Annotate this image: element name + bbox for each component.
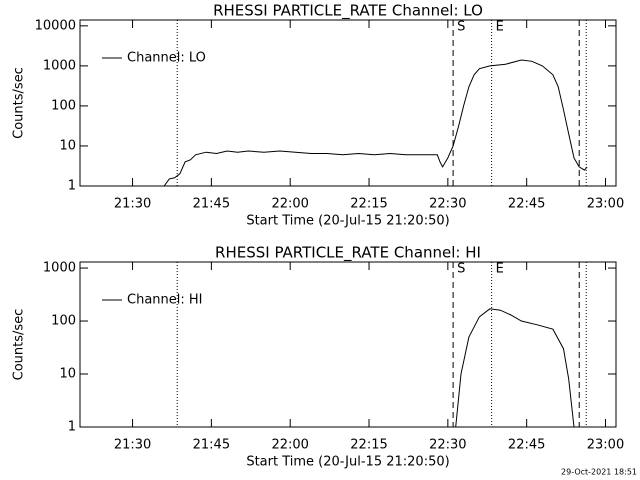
y-tick-label: 1000 bbox=[43, 58, 76, 73]
x-tick-label: 23:00 bbox=[587, 197, 624, 212]
x-tick-label: 22:15 bbox=[350, 438, 387, 453]
y-axis-label: Counts/sec bbox=[12, 309, 27, 381]
chart-title: RHESSI PARTICLE_RATE Channel: LO bbox=[213, 2, 483, 21]
y-tick-label: 1000 bbox=[43, 261, 76, 276]
x-tick-label: 21:45 bbox=[193, 197, 230, 212]
x-axis-label: Start Time (20-Jul-15 21:20:50) bbox=[246, 455, 449, 470]
x-tick-label: 22:15 bbox=[350, 197, 387, 212]
data-line bbox=[455, 308, 575, 427]
y-axis-label: Counts/sec bbox=[12, 67, 27, 139]
x-tick-label: 22:45 bbox=[508, 438, 545, 453]
x-tick-label: 22:00 bbox=[271, 438, 308, 453]
y-tick-label: 100 bbox=[51, 98, 76, 113]
marker-label: E bbox=[496, 262, 504, 277]
y-tick-label: 1 bbox=[68, 179, 76, 194]
plot-frame bbox=[79, 19, 617, 187]
marker-label: S bbox=[457, 20, 465, 35]
plot-frame bbox=[79, 261, 617, 428]
x-axis-label: Start Time (20-Jul-15 21:20:50) bbox=[246, 214, 449, 229]
marker-label: S bbox=[457, 262, 465, 277]
data-line bbox=[85, 59, 588, 186]
x-tick-label: 21:30 bbox=[114, 197, 151, 212]
x-tick-label: 23:00 bbox=[587, 438, 624, 453]
y-tick-label: 10 bbox=[59, 138, 76, 153]
x-tick-label: 21:30 bbox=[114, 438, 151, 453]
x-tick-label: 22:00 bbox=[271, 197, 308, 212]
legend-label: Channel: LO bbox=[127, 51, 206, 66]
x-tick-label: 22:30 bbox=[429, 197, 466, 212]
y-tick-label: 1 bbox=[68, 420, 76, 435]
x-tick-label: 21:45 bbox=[193, 438, 230, 453]
y-tick-label: 100 bbox=[51, 314, 76, 329]
chart-title: RHESSI PARTICLE_RATE Channel: HI bbox=[215, 244, 481, 263]
marker-label: E bbox=[496, 20, 504, 35]
y-tick-label: 10 bbox=[59, 367, 76, 382]
footer: 29-Oct-2021 18:51 bbox=[561, 468, 637, 477]
legend-label: Channel: HI bbox=[127, 293, 203, 308]
x-tick-label: 22:30 bbox=[429, 438, 466, 453]
x-tick-label: 22:45 bbox=[508, 197, 545, 212]
y-tick-label: 10000 bbox=[35, 18, 76, 33]
